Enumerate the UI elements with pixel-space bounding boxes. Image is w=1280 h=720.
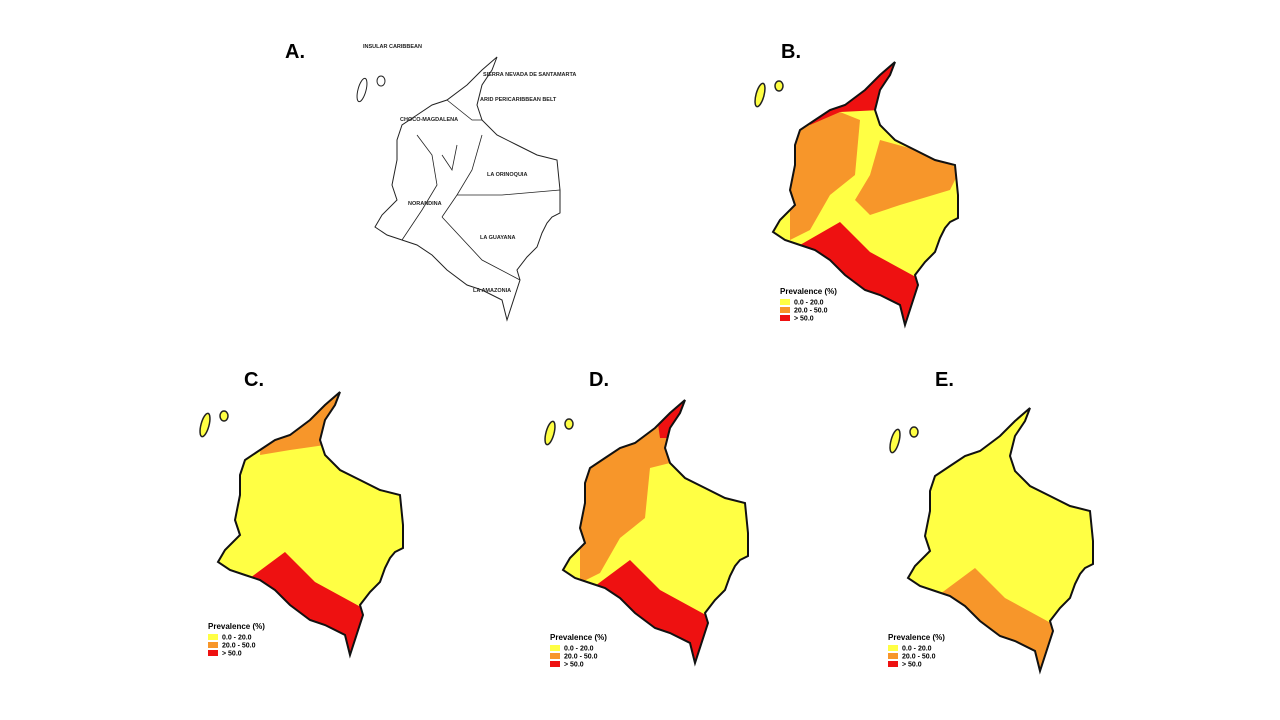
legend-label: 0.0 - 20.0 xyxy=(902,646,932,653)
region-label: INSULAR CARIBBEAN xyxy=(363,44,422,50)
legend-label: 20.0 - 50.0 xyxy=(902,654,936,661)
panel-label: B. xyxy=(781,41,801,63)
region-label: LA AMAZONIA xyxy=(473,288,511,294)
legend-swatch xyxy=(888,645,898,651)
legend-label: > 50.0 xyxy=(564,662,584,669)
map-d xyxy=(542,399,749,664)
panel-label: A. xyxy=(285,41,305,63)
legend-title: Prevalence (%) xyxy=(208,622,265,631)
legend-swatch xyxy=(780,299,790,305)
legend-label: > 50.0 xyxy=(794,316,814,323)
legend-swatch xyxy=(550,645,560,651)
legend-label: 20.0 - 50.0 xyxy=(222,643,256,650)
legend-swatch xyxy=(208,650,218,656)
region-label: ARID PERICARIBBEAN BELT xyxy=(480,97,557,103)
panel-label: E. xyxy=(935,369,954,391)
legend-title: Prevalence (%) xyxy=(780,287,837,296)
map-c xyxy=(197,391,404,656)
legend-label: 0.0 - 20.0 xyxy=(794,300,824,307)
legend-swatch xyxy=(780,307,790,313)
region-label: NORANDINA xyxy=(408,201,442,207)
legend-title: Prevalence (%) xyxy=(550,633,607,642)
region-label: CHOCO-MAGDALENA xyxy=(400,117,458,123)
legend-swatch xyxy=(208,642,218,648)
legend-label: 0.0 - 20.0 xyxy=(564,646,594,653)
legend-swatch xyxy=(780,315,790,321)
region-label: LA ORINOQUIA xyxy=(487,172,527,178)
panel-label: D. xyxy=(589,369,609,391)
region-label: LA GUAYANA xyxy=(480,235,515,241)
legend-label: 20.0 - 50.0 xyxy=(564,654,598,661)
legend-label: 0.0 - 20.0 xyxy=(222,635,252,642)
legend-label: > 50.0 xyxy=(902,662,922,669)
legend-swatch xyxy=(550,661,560,667)
panel-label: C. xyxy=(244,369,264,391)
legend-swatch xyxy=(550,653,560,659)
legend-swatch xyxy=(888,653,898,659)
region-label: SIERRA NEVADA DE SANTAMARTA xyxy=(483,72,576,78)
legend-title: Prevalence (%) xyxy=(888,633,945,642)
legend-swatch xyxy=(888,661,898,667)
legend-swatch xyxy=(208,634,218,640)
map-a xyxy=(354,56,561,321)
legend-label: 20.0 - 50.0 xyxy=(794,308,828,315)
legend-label: > 50.0 xyxy=(222,651,242,658)
